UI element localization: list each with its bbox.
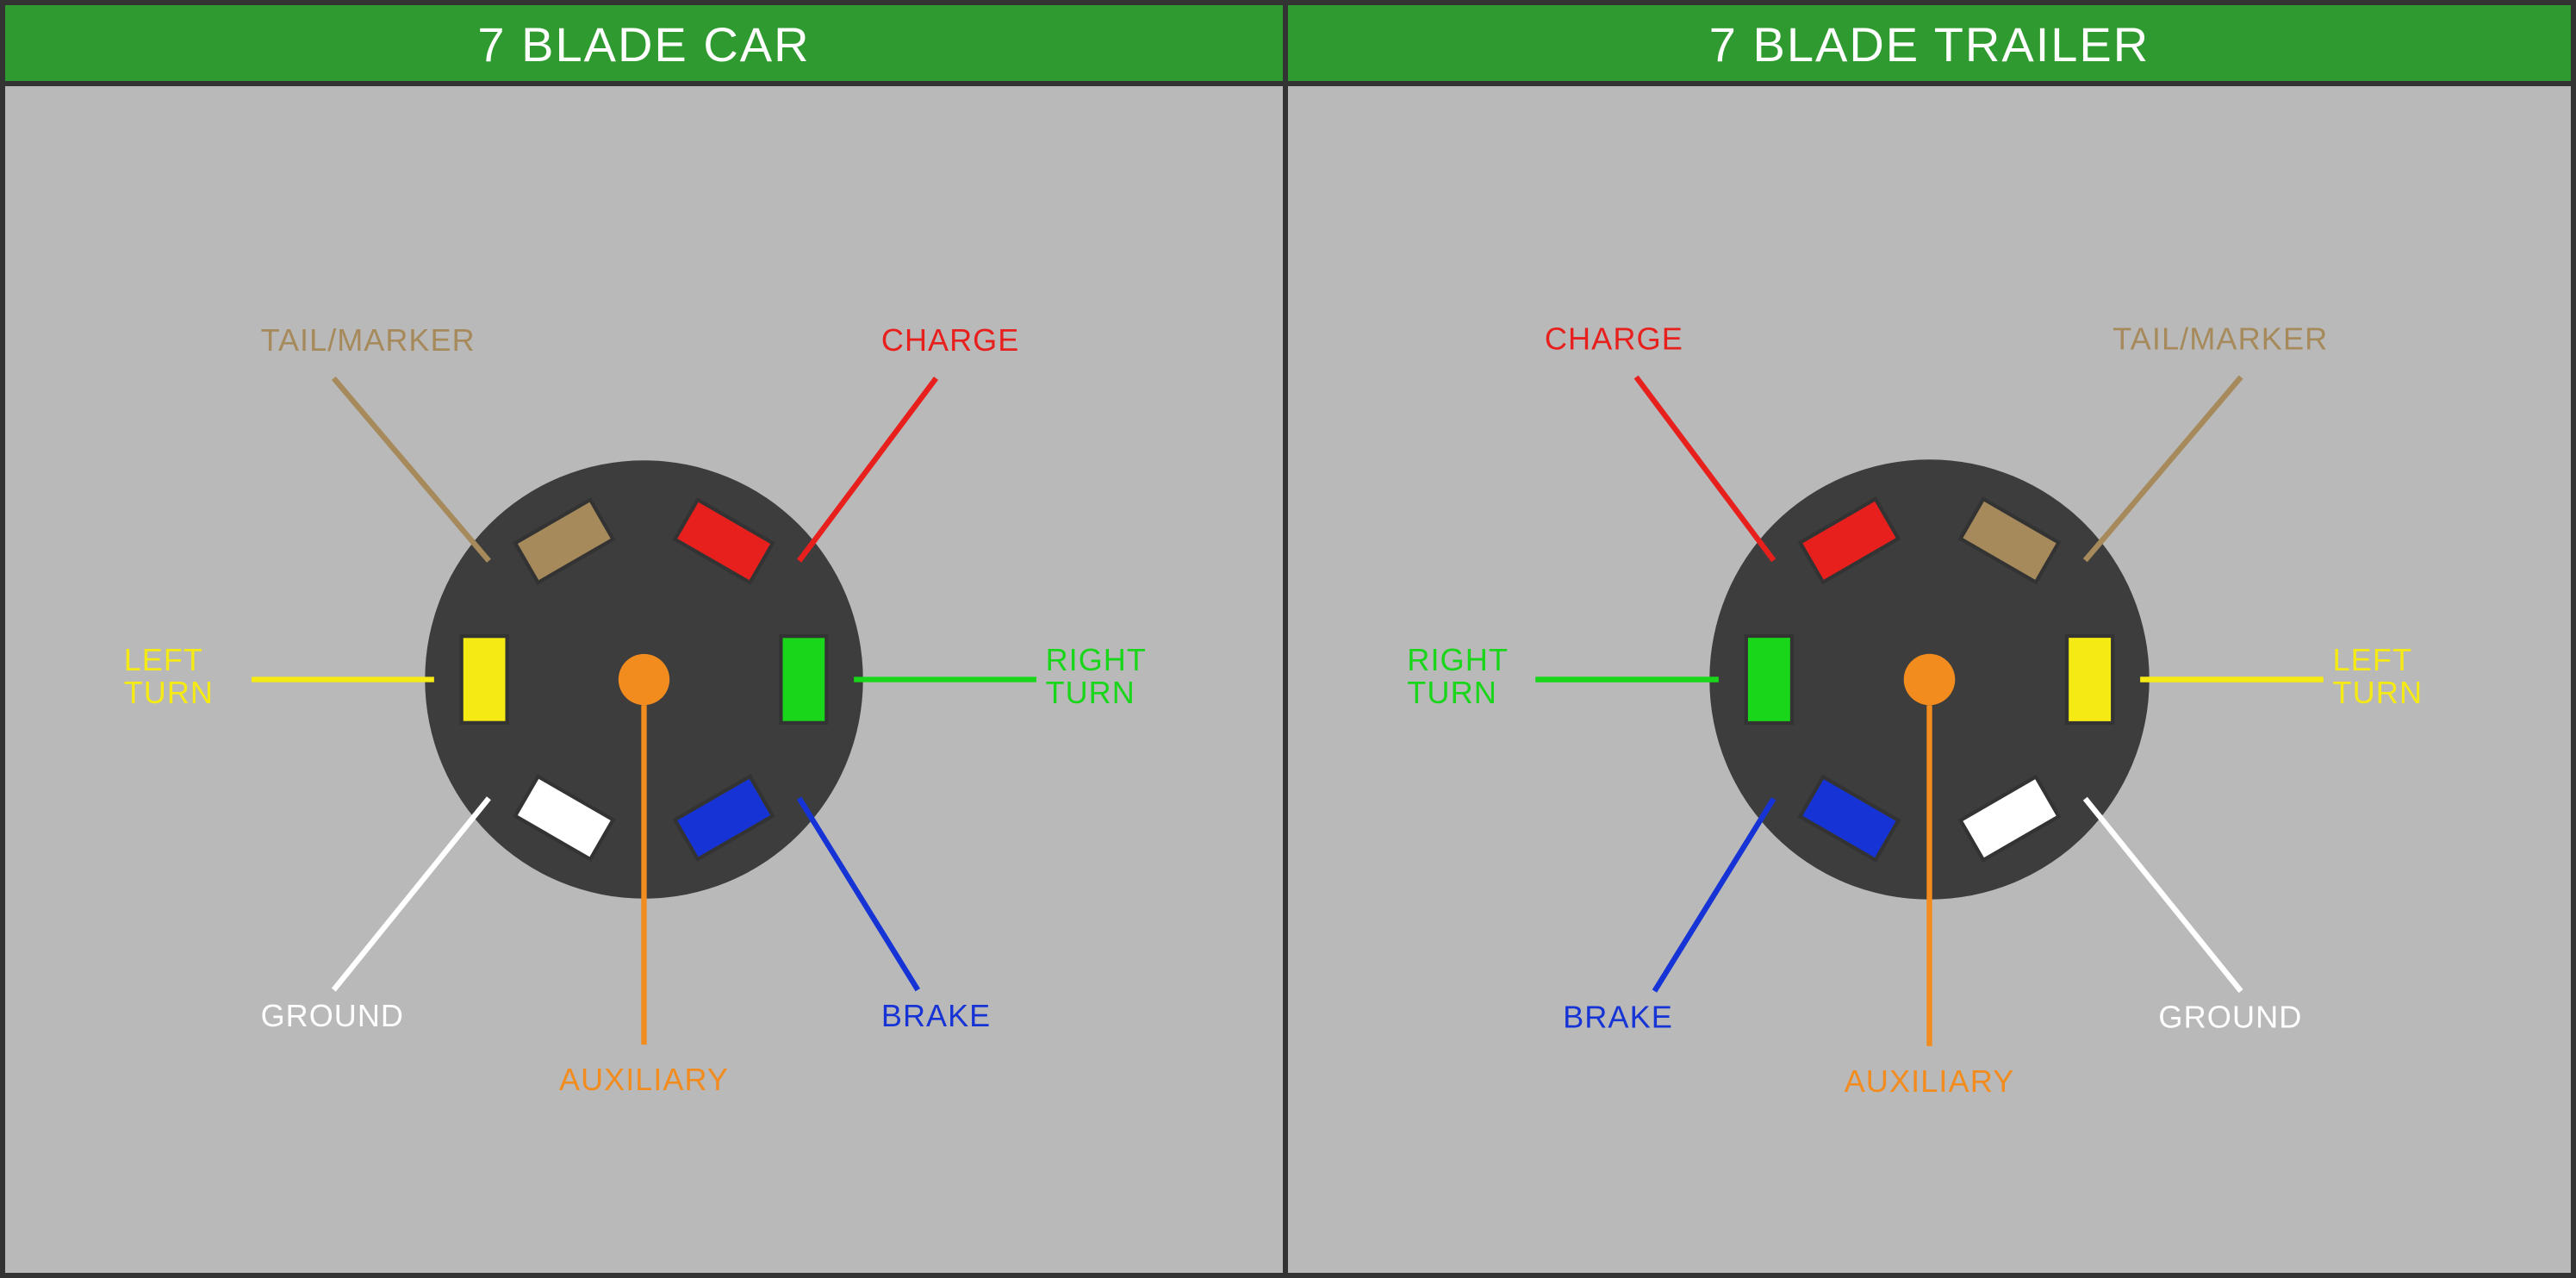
- svg-text:TAIL/MARKER: TAIL/MARKER: [261, 322, 476, 358]
- panel-trailer-header: 7 BLADE TRAILER: [1288, 5, 2571, 86]
- panel-car: 7 BLADE CAR AUXILIARY TAIL/MARKER CHARGE RI…: [0, 0, 1288, 1278]
- svg-text:CHARGE: CHARGE: [1545, 321, 1683, 357]
- svg-text:RIGHTTURN: RIGHTTURN: [1407, 642, 1509, 710]
- svg-text:GROUND: GROUND: [2158, 1000, 2302, 1035]
- svg-text:RIGHTTURN: RIGHTTURN: [1046, 642, 1147, 710]
- car-connector-svg: AUXILIARY TAIL/MARKER CHARGE RIGHTTURN BRAKE…: [5, 86, 1283, 1273]
- trailer-connector-svg: AUXILIARY CHARGE TAIL/MARKER LEFTTURN GROUND…: [1288, 86, 2571, 1273]
- panel-car-header: 7 BLADE CAR: [5, 5, 1283, 86]
- svg-text:AUXILIARY: AUXILIARY: [559, 1062, 729, 1097]
- diagram-container: 7 BLADE CAR AUXILIARY TAIL/MARKER CHARGE RI…: [0, 0, 2576, 1278]
- svg-text:LEFTTURN: LEFTTURN: [2332, 642, 2423, 710]
- svg-text:AUXILIARY: AUXILIARY: [1845, 1063, 2015, 1099]
- svg-text:GROUND: GROUND: [261, 998, 404, 1033]
- svg-text:TAIL/MARKER: TAIL/MARKER: [2112, 321, 2328, 357]
- svg-text:CHARGE: CHARGE: [881, 322, 1019, 358]
- panel-trailer: 7 BLADE TRAILER AUXILIARY CHARGE TAIL/MARK…: [1288, 0, 2576, 1278]
- svg-text:LEFTTURN: LEFTTURN: [124, 642, 214, 710]
- svg-text:BRAKE: BRAKE: [881, 998, 991, 1033]
- panel-car-body: AUXILIARY TAIL/MARKER CHARGE RIGHTTURN BRAKE…: [5, 86, 1283, 1273]
- svg-text:BRAKE: BRAKE: [1563, 1000, 1673, 1035]
- panel-trailer-body: AUXILIARY CHARGE TAIL/MARKER LEFTTURN GROUND…: [1288, 86, 2571, 1273]
